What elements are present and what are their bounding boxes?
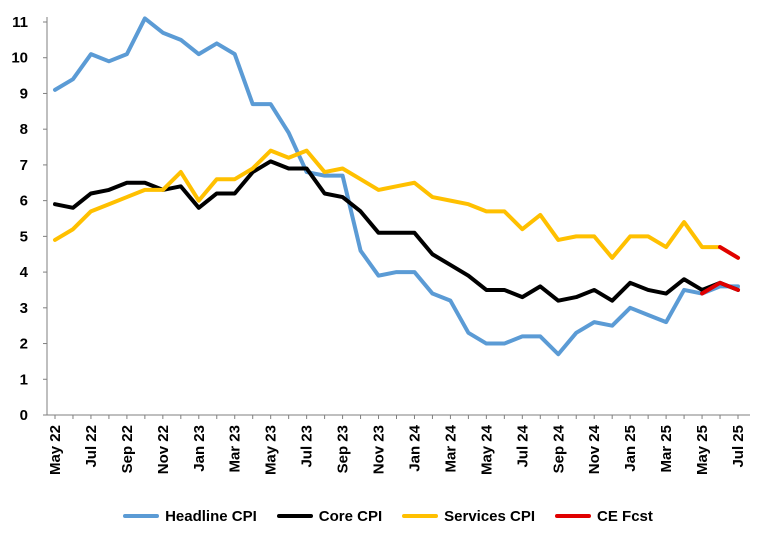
x-tick-label: Jan 23 (191, 425, 208, 472)
x-axis-ticks: May 22 Jul 22 Sep 22 Nov 22 Jan 23 Mar 23 May … (47, 415, 747, 475)
y-axis-ticks: 0 1 2 3 4 5 6 7 8 9 10 11 (11, 14, 47, 424)
x-tick-label: May 23 (263, 425, 280, 475)
series-line-ce-fcst (718, 245, 740, 260)
x-tick-label: Sep 24 (550, 424, 567, 473)
cpi-line-chart: 0 1 2 3 4 5 6 7 8 9 10 11 May 22 Jul 22 Sep 22 Nov 22 J… (11, 14, 750, 475)
legend-label-services: Services CPI (444, 507, 536, 525)
x-tick-label: Nov 24 (586, 424, 603, 474)
legend-item-services: Services CPI (402, 508, 535, 525)
x-tick-label: May 24 (478, 424, 495, 475)
legend-label-headline: Headline CPI (165, 507, 257, 525)
legend-swatch-headline (123, 514, 160, 518)
x-tick-label: Nov 23 (371, 425, 388, 474)
y-tick-label: 6 (20, 193, 28, 210)
y-tick-label: 0 (20, 407, 28, 424)
x-tick-label: Mar 24 (442, 424, 459, 472)
legend-label-ce-fcst: CE Fcst (597, 507, 653, 525)
y-tick-label: 11 (12, 14, 28, 31)
legend-swatch-core (276, 514, 313, 518)
legend-label-core: Core CPI (318, 507, 383, 525)
y-tick-label: 8 (20, 121, 28, 138)
y-tick-label: 3 (20, 300, 28, 317)
x-tick-label: Nov 22 (155, 425, 172, 474)
series-line-ce-fcst (700, 280, 740, 296)
x-tick-label: Sep 22 (119, 425, 136, 473)
x-tick-label: Mar 25 (658, 425, 675, 473)
x-tick-label: Mar 23 (227, 425, 244, 473)
x-tick-label: Jan 25 (622, 425, 639, 472)
series-line-headline-cpi (53, 16, 740, 357)
x-tick-label: May 22 (47, 425, 64, 475)
axes (46, 17, 750, 416)
y-tick-label: 2 (20, 336, 28, 353)
x-tick-label: Jul 25 (730, 425, 747, 468)
legend-swatch-ce-fcst (555, 514, 592, 518)
x-tick-label: Jan 24 (406, 424, 423, 471)
x-tick-label: Jul 22 (83, 425, 100, 468)
legend-swatch-services (402, 514, 439, 518)
legend-item-headline: Headline CPI (123, 508, 257, 525)
x-tick-label: Sep 23 (335, 425, 352, 473)
y-tick-label: 1 (20, 371, 28, 388)
legend-item-core: Core CPI (276, 507, 383, 525)
y-tick-label: 4 (20, 264, 29, 281)
series-line-core-cpi (53, 159, 740, 303)
y-tick-label: 10 (11, 50, 28, 67)
x-tick-label: Jul 23 (299, 425, 316, 468)
x-tick-label: May 25 (694, 425, 711, 475)
y-tick-label: 5 (20, 228, 28, 245)
series-line-services-cpi (53, 148, 740, 260)
legend-item-ce-fcst: CE Fcst (555, 508, 653, 525)
y-tick-label: 9 (20, 85, 28, 102)
x-tick-label: Jul 24 (514, 424, 531, 467)
y-tick-label: 7 (20, 157, 28, 174)
legend: Headline CPI Core CPI Services CPI CE Fc… (0, 502, 776, 530)
series-lines (53, 16, 740, 357)
